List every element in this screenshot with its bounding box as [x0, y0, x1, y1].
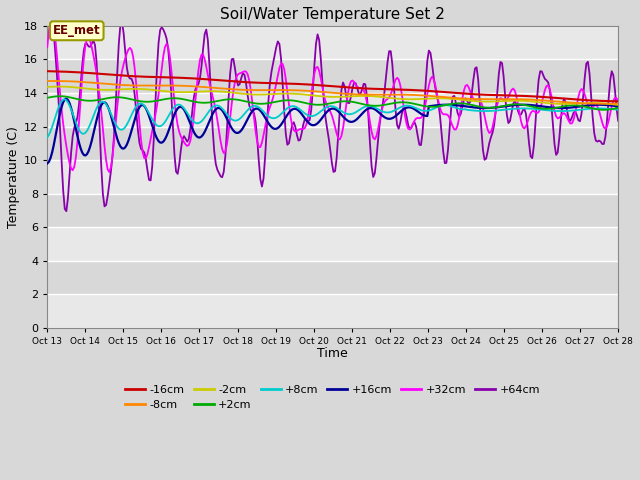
+16cm	[234, 130, 242, 136]
+2cm	[614, 105, 622, 111]
-8cm	[215, 85, 223, 91]
+8cm	[234, 117, 242, 123]
+16cm	[244, 116, 252, 122]
+8cm	[244, 107, 252, 113]
+64cm	[116, 22, 124, 28]
Line: +8cm: +8cm	[47, 99, 618, 137]
Line: -2cm: -2cm	[47, 86, 618, 105]
-8cm	[294, 87, 302, 93]
-2cm	[215, 88, 223, 94]
+32cm	[106, 169, 113, 175]
+8cm	[614, 107, 622, 113]
+32cm	[48, 16, 56, 22]
+16cm	[294, 108, 302, 113]
-16cm	[233, 79, 241, 84]
+8cm	[584, 106, 592, 112]
+2cm	[294, 98, 302, 104]
-8cm	[614, 101, 622, 107]
Legend: -16cm, -8cm, -2cm, +2cm, +8cm, +16cm, +32cm, +64cm: -16cm, -8cm, -2cm, +2cm, +8cm, +16cm, +3…	[121, 380, 545, 415]
-16cm	[113, 72, 121, 78]
-2cm	[244, 91, 252, 97]
+32cm	[614, 98, 622, 104]
+2cm	[234, 97, 242, 103]
+8cm	[44, 134, 51, 140]
-16cm	[582, 97, 590, 103]
+2cm	[115, 95, 123, 100]
-2cm	[56, 84, 64, 89]
-16cm	[44, 68, 51, 74]
+32cm	[217, 138, 225, 144]
Text: EE_met: EE_met	[53, 24, 100, 37]
Line: -8cm: -8cm	[47, 81, 618, 104]
Title: Soil/Water Temperature Set 2: Soil/Water Temperature Set 2	[220, 7, 445, 22]
+8cm	[61, 96, 68, 102]
-2cm	[614, 102, 622, 108]
+8cm	[215, 103, 223, 109]
-8cm	[44, 78, 51, 84]
+64cm	[586, 71, 593, 76]
Bar	[47, 227, 618, 261]
-16cm	[242, 79, 250, 85]
+32cm	[296, 126, 304, 132]
+32cm	[586, 105, 593, 111]
Bar	[47, 93, 618, 127]
Bar	[47, 60, 618, 93]
-2cm	[115, 86, 123, 92]
Bar	[47, 193, 618, 227]
Line: +16cm: +16cm	[47, 98, 618, 163]
Bar	[47, 261, 618, 294]
+16cm	[63, 96, 70, 101]
Y-axis label: Temperature (C): Temperature (C)	[7, 126, 20, 228]
-8cm	[244, 87, 252, 93]
-16cm	[214, 77, 221, 83]
+64cm	[236, 81, 243, 87]
Bar	[47, 160, 618, 193]
+64cm	[245, 102, 253, 108]
+64cm	[614, 118, 622, 123]
-8cm	[48, 78, 56, 84]
+32cm	[44, 44, 51, 50]
-16cm	[293, 81, 301, 87]
-2cm	[234, 90, 242, 96]
Line: +64cm: +64cm	[47, 0, 618, 211]
+64cm	[63, 208, 70, 214]
Line: +32cm: +32cm	[47, 19, 618, 172]
-8cm	[598, 101, 606, 107]
+32cm	[236, 71, 243, 76]
-16cm	[614, 98, 622, 104]
Bar	[47, 26, 618, 60]
+32cm	[245, 77, 253, 83]
Bar	[47, 127, 618, 160]
Line: +2cm: +2cm	[47, 96, 618, 110]
+2cm	[584, 105, 592, 110]
Line: -16cm: -16cm	[47, 71, 618, 101]
+2cm	[215, 98, 223, 104]
X-axis label: Time: Time	[317, 347, 348, 360]
+16cm	[584, 103, 592, 108]
+16cm	[44, 160, 51, 166]
+8cm	[115, 126, 123, 132]
+2cm	[244, 99, 252, 105]
+32cm	[116, 77, 124, 83]
-2cm	[294, 91, 302, 97]
+64cm	[296, 137, 304, 143]
-2cm	[584, 100, 592, 106]
-8cm	[115, 82, 123, 88]
+8cm	[294, 106, 302, 111]
+16cm	[614, 104, 622, 109]
+2cm	[600, 107, 607, 113]
+16cm	[215, 105, 223, 111]
+2cm	[56, 93, 64, 99]
-8cm	[234, 87, 242, 93]
Bar	[47, 294, 618, 328]
-2cm	[44, 84, 51, 90]
-8cm	[584, 101, 592, 107]
+64cm	[217, 173, 225, 179]
+16cm	[115, 140, 123, 146]
+2cm	[44, 95, 51, 101]
